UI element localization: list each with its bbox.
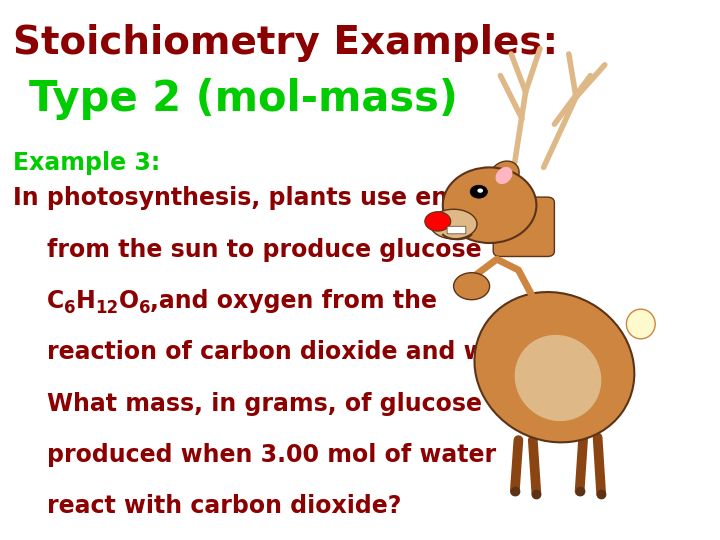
Text: 6: 6 — [138, 299, 150, 316]
Ellipse shape — [515, 335, 601, 421]
Text: 12: 12 — [95, 299, 118, 316]
Text: Stoichiometry Examples:: Stoichiometry Examples: — [13, 24, 558, 62]
Text: Example 3:: Example 3: — [13, 151, 161, 175]
Ellipse shape — [626, 309, 655, 339]
Circle shape — [477, 188, 483, 193]
Text: What mass, in grams, of glucose is: What mass, in grams, of glucose is — [47, 392, 513, 415]
Ellipse shape — [474, 292, 634, 442]
FancyBboxPatch shape — [447, 226, 466, 234]
Text: O: O — [118, 289, 138, 313]
Text: C: C — [47, 289, 64, 313]
Text: H: H — [76, 289, 95, 313]
Text: ,​and oxygen from the: ,​and oxygen from the — [150, 289, 437, 313]
Circle shape — [425, 212, 451, 231]
Circle shape — [470, 185, 487, 198]
Ellipse shape — [495, 167, 513, 184]
Circle shape — [454, 273, 490, 300]
FancyBboxPatch shape — [493, 197, 554, 256]
Text: 6: 6 — [64, 299, 76, 316]
Text: Type 2 (mol-mass): Type 2 (mol-mass) — [29, 78, 458, 120]
Text: In photosynthesis, plants use energy: In photosynthesis, plants use energy — [13, 186, 508, 210]
Ellipse shape — [431, 209, 477, 239]
Text: produced when 3.00 mol of water: produced when 3.00 mol of water — [47, 443, 496, 467]
Ellipse shape — [489, 161, 519, 190]
Text: react with carbon dioxide?: react with carbon dioxide? — [47, 494, 401, 518]
Ellipse shape — [443, 167, 536, 243]
Text: from the sun to produce glucose: from the sun to produce glucose — [47, 238, 482, 261]
Text: reaction of carbon dioxide and water.: reaction of carbon dioxide and water. — [47, 340, 546, 364]
